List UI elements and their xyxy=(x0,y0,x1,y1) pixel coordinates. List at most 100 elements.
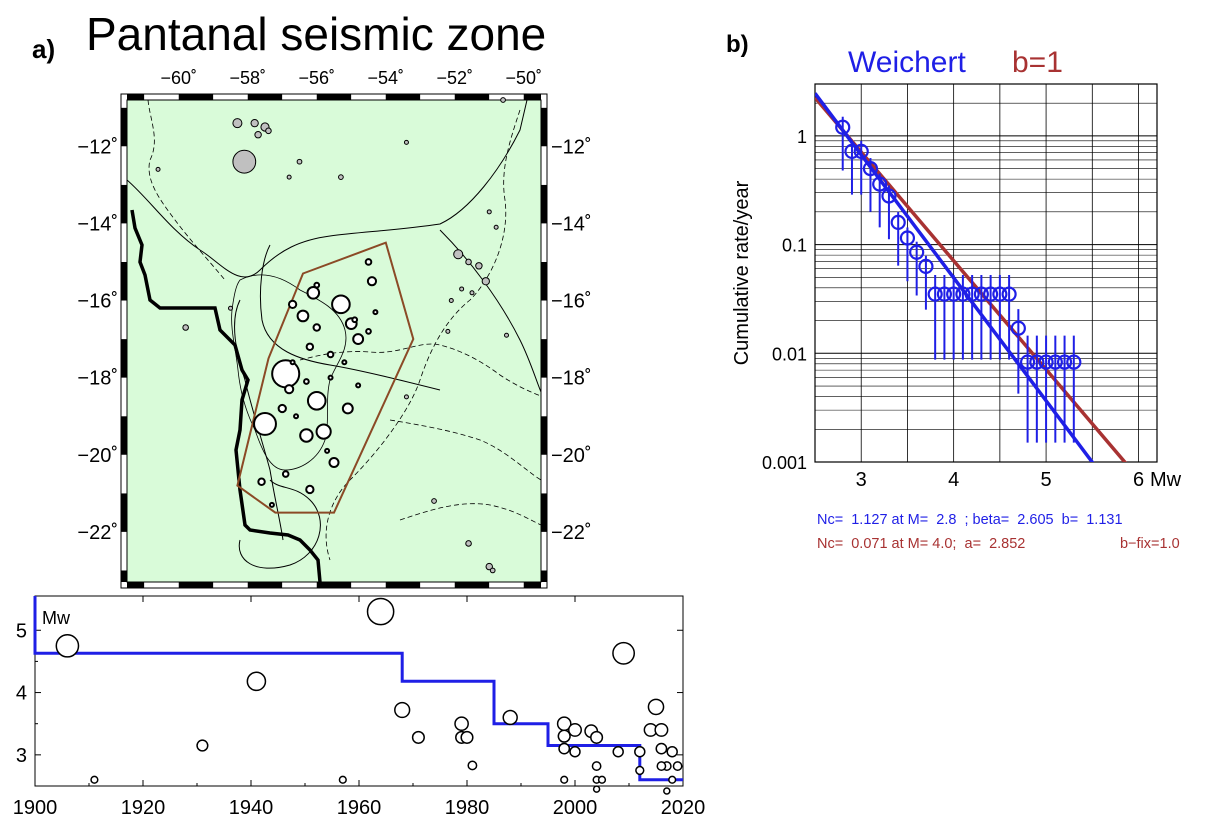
map-frame-inner xyxy=(126,99,542,583)
country-border xyxy=(130,209,322,583)
map-event-inside xyxy=(328,456,340,468)
map-frame-segment xyxy=(351,582,386,588)
mt-event xyxy=(612,641,636,665)
fm-data-point xyxy=(1066,354,1082,370)
mt-event xyxy=(557,729,571,743)
map-event-outside xyxy=(486,209,492,215)
map-event-outside xyxy=(228,305,233,311)
fm-data-point xyxy=(964,286,980,302)
map-event-outside xyxy=(338,174,344,180)
map-frame-segment xyxy=(213,94,248,100)
map-event-outside xyxy=(485,562,493,571)
map-event-inside xyxy=(312,323,321,332)
map-event-inside xyxy=(293,413,300,420)
fm-data-point xyxy=(992,286,1008,302)
map-frame-segment xyxy=(127,94,145,100)
map-event-inside xyxy=(364,258,373,266)
mt-xtick-label: 2020 xyxy=(661,797,706,819)
map-frame-segment xyxy=(247,94,283,100)
map-event-outside xyxy=(448,298,454,304)
fm-xtick-label: 6 xyxy=(1133,469,1144,491)
legend-weichert: Weichert xyxy=(848,46,966,79)
weichert-annotation: Nc= 1.127 at M= 2.8 ; beta= 2.605 b= 1.1… xyxy=(817,512,1123,528)
map-event-inside xyxy=(268,501,275,508)
mt-axes-frame xyxy=(34,595,684,787)
map-xtick-label: −56˚ xyxy=(298,68,335,88)
panel-b-label: b) xyxy=(726,31,749,58)
map-event-outside xyxy=(504,332,509,338)
map-ticks: −60˚ −58˚ −56˚ −54˚ −52˚ −50˚ −12˚ −12˚ −14˚ −14˚… xyxy=(77,68,591,544)
map-frame-segment xyxy=(541,416,547,455)
mt-event xyxy=(90,775,99,784)
map-event-inside xyxy=(289,359,296,366)
map-event-inside xyxy=(341,402,354,415)
mt-event xyxy=(246,671,267,692)
map-ytick-label-right: −20˚ xyxy=(551,445,592,467)
map-event-outside xyxy=(453,249,464,260)
map-frame-segment xyxy=(282,582,317,588)
map-frame-segment xyxy=(420,94,455,100)
map-event-inside xyxy=(365,328,372,335)
map-frame-segment xyxy=(351,94,386,100)
mt-event xyxy=(338,775,347,784)
panel-a-label: a) xyxy=(32,34,55,64)
map-frame-segment xyxy=(541,493,547,532)
mt-ticks: 1900 1920 1940 1960 1980 2000 2020 3 4 5 xyxy=(13,596,706,819)
fm-xunit-label: Mw xyxy=(1150,469,1182,491)
state-border xyxy=(259,244,441,391)
map-frame-segment xyxy=(121,416,127,455)
zone-polygon xyxy=(236,241,415,514)
map-events xyxy=(155,97,509,574)
map-frame-segment xyxy=(541,570,547,582)
map-event-outside xyxy=(286,174,292,180)
map-ytick-label-right: −14˚ xyxy=(551,213,592,235)
map-frame-segment xyxy=(541,531,547,571)
map-xtick-label: −52˚ xyxy=(436,68,473,88)
map-ytick-label-left: −12˚ xyxy=(77,136,118,158)
legend-b1: b=1 xyxy=(1012,46,1063,79)
map-frame-segment xyxy=(144,94,179,100)
fm-data-point xyxy=(1001,286,1017,302)
map-frame-segment xyxy=(178,582,214,588)
map-event-inside xyxy=(355,382,362,389)
map-event-outside xyxy=(493,224,499,230)
fm-data-point xyxy=(927,286,943,302)
map-event-inside xyxy=(372,309,379,316)
map-event-inside xyxy=(271,359,301,389)
fm-data-point xyxy=(936,286,953,302)
map-event-outside xyxy=(265,127,272,135)
map-frame-segment xyxy=(121,570,127,582)
map-event-outside xyxy=(469,290,475,296)
mt-event xyxy=(569,746,581,758)
map-frame-segment xyxy=(316,94,352,100)
fm-data-point xyxy=(862,160,879,177)
fm-data-point xyxy=(946,286,962,302)
map-event-outside xyxy=(500,97,506,103)
mt-event xyxy=(656,761,667,771)
map-event-inside xyxy=(253,411,277,436)
map-frame-segment xyxy=(489,582,524,588)
map-frame-segment xyxy=(523,582,541,588)
map-event-outside xyxy=(250,118,259,128)
map-frame-segment xyxy=(121,493,127,532)
map-event-inside xyxy=(366,276,378,287)
map-event-inside xyxy=(299,428,314,443)
mt-event xyxy=(654,722,669,737)
mt-events xyxy=(55,597,683,795)
fm-xtick-label: 3 xyxy=(856,469,867,491)
fm-data-point xyxy=(872,176,888,192)
map-event-inside xyxy=(287,299,298,310)
map-event-outside xyxy=(481,277,490,286)
map-frame xyxy=(120,93,548,589)
map-event-inside xyxy=(315,423,332,440)
mt-event xyxy=(655,742,668,755)
frequency-magnitude-panel: 3 4 5 6 1 0.1 0.01 0.001 Cumulative rate/year M… xyxy=(731,83,1182,491)
map-event-outside xyxy=(155,166,161,172)
fm-data-point xyxy=(1038,354,1054,370)
mt-event xyxy=(634,746,646,758)
fm-data-point xyxy=(1047,354,1063,370)
river-line xyxy=(399,503,542,526)
map-ytick-label-right: −18˚ xyxy=(551,368,592,390)
map-frame-segment xyxy=(541,300,547,340)
fm-data-point xyxy=(909,244,925,260)
